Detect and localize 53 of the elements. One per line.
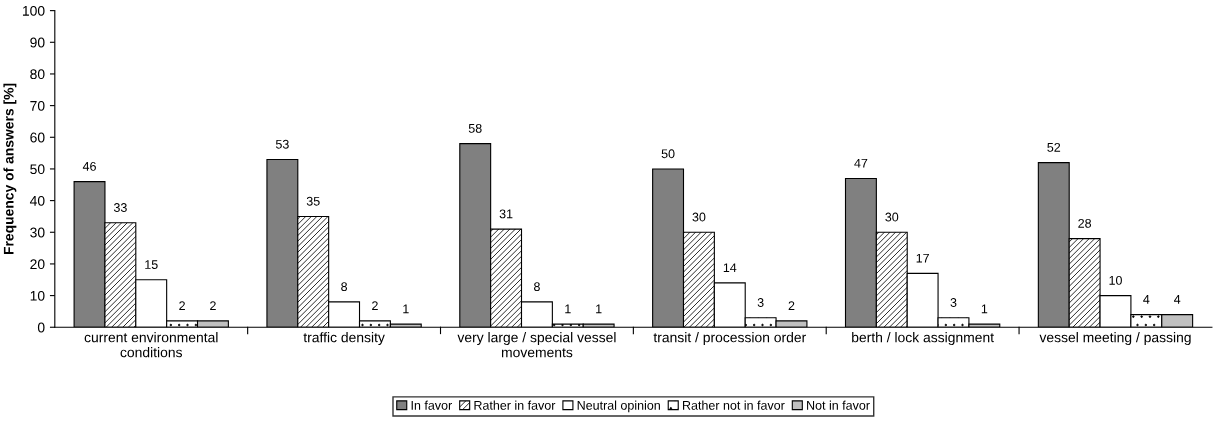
y-tick-label: 0 bbox=[37, 322, 45, 333]
data-label: 10 bbox=[1109, 275, 1122, 285]
x-tick-label: vessel meeting / passing bbox=[1039, 332, 1191, 346]
y-tick-label: 80 bbox=[30, 69, 45, 80]
x-tick-label: very large / special vessel movements bbox=[457, 332, 616, 358]
y-tick-label: 20 bbox=[30, 259, 45, 270]
data-label: 17 bbox=[916, 253, 929, 263]
data-label: 33 bbox=[113, 203, 127, 212]
legend-label: Rather not in favor bbox=[683, 400, 785, 410]
data-label: 1 bbox=[596, 304, 602, 314]
data-label: 1 bbox=[403, 304, 409, 314]
legend-label: In favor bbox=[411, 400, 452, 410]
y-tick-label: 40 bbox=[29, 195, 45, 206]
data-label: 2 bbox=[179, 301, 185, 310]
data-label: 30 bbox=[885, 212, 899, 222]
legend-label: Not in favor bbox=[807, 400, 870, 410]
data-label: 58 bbox=[468, 123, 482, 133]
data-label: 1 bbox=[565, 304, 571, 314]
x-tick-label: transit / procession order bbox=[653, 332, 806, 346]
legend-label: Neutral opinion bbox=[577, 400, 660, 413]
data-label: 46 bbox=[82, 161, 96, 171]
y-tick-label: 60 bbox=[30, 132, 45, 143]
data-label: 2 bbox=[210, 301, 216, 310]
y-tick-label: 70 bbox=[30, 100, 45, 111]
y-tick-label: 10 bbox=[30, 290, 45, 301]
x-tick-label: current environmental conditions bbox=[84, 332, 218, 358]
data-label: 52 bbox=[1047, 142, 1061, 152]
data-label: 8 bbox=[341, 282, 348, 292]
data-label: 1 bbox=[981, 304, 988, 314]
data-label: 47 bbox=[854, 158, 868, 168]
y-tick-label: 90 bbox=[30, 37, 45, 48]
y-tick-label: 30 bbox=[30, 227, 45, 238]
data-label: 4 bbox=[1174, 295, 1181, 304]
data-label: 2 bbox=[372, 301, 378, 310]
y-tick-label: 50 bbox=[30, 164, 45, 175]
data-label: 3 bbox=[757, 298, 764, 307]
x-tick-label: traffic density bbox=[303, 332, 385, 346]
data-label: 3 bbox=[950, 298, 957, 307]
data-label: 31 bbox=[499, 209, 513, 219]
y-axis-title: Frequency of answers [%] bbox=[3, 83, 17, 255]
x-tick-label: berth / lock assignment bbox=[852, 332, 994, 346]
data-label: 53 bbox=[275, 139, 289, 149]
data-label: 35 bbox=[306, 196, 320, 206]
data-label: 14 bbox=[723, 263, 737, 272]
data-label: 28 bbox=[1078, 218, 1092, 228]
data-label: 2 bbox=[788, 301, 795, 310]
data-label: 15 bbox=[145, 260, 158, 269]
data-label: 30 bbox=[692, 212, 706, 222]
data-label: 50 bbox=[661, 149, 675, 159]
data-label: 8 bbox=[534, 282, 540, 292]
legend-label: Rather in favor bbox=[474, 400, 556, 410]
y-tick-label: 100 bbox=[22, 5, 45, 16]
data-label: 4 bbox=[1143, 295, 1150, 304]
